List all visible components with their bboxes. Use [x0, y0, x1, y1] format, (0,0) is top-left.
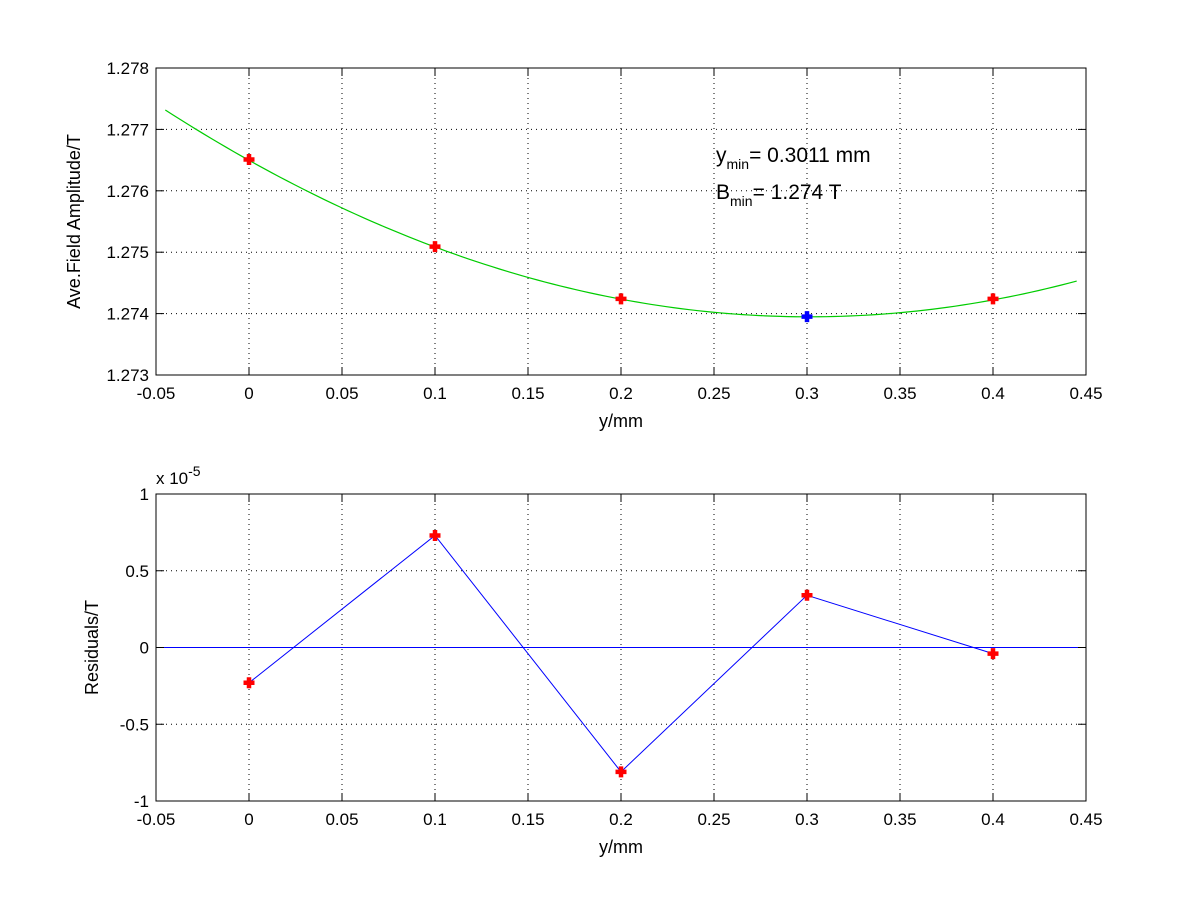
- bottom-x-tick-label: 0.05: [325, 810, 358, 829]
- top-y-tick-label: 1.276: [106, 182, 149, 201]
- residual-point-marker: [429, 529, 441, 541]
- bottom-x-tick-label: 0: [244, 810, 253, 829]
- top-y-tick-label: 1.275: [106, 243, 149, 262]
- ymin-value: = 0.3011 mm: [749, 144, 871, 167]
- top-y-tick-label: 1.273: [106, 366, 149, 385]
- bottom-y-tick-label: 0.5: [125, 562, 149, 581]
- ymin-annotation: ymin= 0.3011 mm: [716, 144, 871, 172]
- bottom-tick-layer: -0.05 0 0.05 0.1 0.15 0.2 0.25 0.3 0.35 0.4 0.45 -1…: [120, 485, 1103, 829]
- top-x-tick-label: 0.4: [981, 384, 1005, 403]
- bottom-x-axis-label: y/mm: [599, 837, 643, 857]
- top-x-tick-label: -0.05: [137, 384, 176, 403]
- bottom-y-tick-label: -0.5: [120, 715, 149, 734]
- top-x-tick-label: 0.35: [883, 384, 916, 403]
- top-x-tick-label: 0.05: [325, 384, 358, 403]
- residual-point-marker: [615, 766, 627, 778]
- data-point-marker: [987, 293, 999, 305]
- data-point-marker: [243, 153, 255, 165]
- residual-point-marker: [987, 648, 999, 660]
- bottom-y-tick-label: 1: [140, 485, 149, 504]
- bmin-annotation: Bmin= 1.274 T: [716, 181, 842, 209]
- top-x-axis-label: y/mm: [599, 411, 643, 431]
- top-y-tick-label: 1.277: [106, 120, 149, 139]
- bottom-x-tick-label: 0.45: [1069, 810, 1102, 829]
- top-y-tick-label: 1.274: [106, 305, 149, 324]
- bottom-x-tick-label: 0.15: [511, 810, 544, 829]
- bottom-x-tick-label: 0.1: [423, 810, 447, 829]
- top-markers-layer: [243, 153, 999, 323]
- top-y-tick-label: 1.278: [106, 59, 149, 78]
- bmin-subscript: min: [730, 193, 753, 209]
- bottom-y-axis-label: Residuals/T: [82, 600, 102, 695]
- data-point-marker: [615, 293, 627, 305]
- top-chart: -0.05 0 0.05 0.1 0.15 0.2 0.25 0.3 0.35 0.4 0.45 1.…: [64, 59, 1103, 431]
- bottom-chart: -0.05 0 0.05 0.1 0.15 0.2 0.25 0.3 0.35 0.4 0.45 -1…: [82, 463, 1103, 857]
- bottom-y-tick-label: -1: [134, 792, 149, 811]
- bottom-x-tick-label: -0.05: [137, 810, 176, 829]
- top-tick-layer: -0.05 0 0.05 0.1 0.15 0.2 0.25 0.3 0.35 0.4 0.45 1.…: [106, 59, 1102, 403]
- minimum-point-marker: [801, 311, 813, 323]
- residual-point-marker: [801, 589, 813, 601]
- top-x-tick-label: 0.2: [609, 384, 633, 403]
- top-grid: [156, 68, 1086, 375]
- top-x-tick-label: 0.3: [795, 384, 819, 403]
- bottom-markers-layer: [243, 529, 999, 778]
- top-x-tick-label: 0.15: [511, 384, 544, 403]
- bottom-x-tick-label: 0.4: [981, 810, 1005, 829]
- bottom-x-tick-label: 0.2: [609, 810, 633, 829]
- bottom-scale-factor: x 10-5: [156, 463, 201, 488]
- bottom-x-tick-label: 0.25: [697, 810, 730, 829]
- data-point-marker: [429, 241, 441, 253]
- bmin-value: = 1.274 T: [753, 181, 842, 204]
- ymin-subscript: min: [727, 156, 750, 172]
- top-x-tick-label: 0.45: [1069, 384, 1102, 403]
- bottom-x-tick-label: 0.35: [883, 810, 916, 829]
- top-x-tick-label: 0: [244, 384, 253, 403]
- bmin-symbol: B: [716, 181, 730, 204]
- top-x-tick-label: 0.25: [697, 384, 730, 403]
- bottom-x-tick-label: 0.3: [795, 810, 819, 829]
- scale-factor-base: x 10: [156, 469, 188, 488]
- bottom-y-tick-label: 0: [140, 639, 149, 658]
- top-x-tick-label: 0.1: [423, 384, 447, 403]
- residual-point-marker: [243, 677, 255, 689]
- scale-factor-exponent: -5: [188, 463, 201, 479]
- ymin-symbol: y: [716, 144, 727, 167]
- top-y-axis-label: Ave.Field Amplitude/T: [64, 134, 84, 309]
